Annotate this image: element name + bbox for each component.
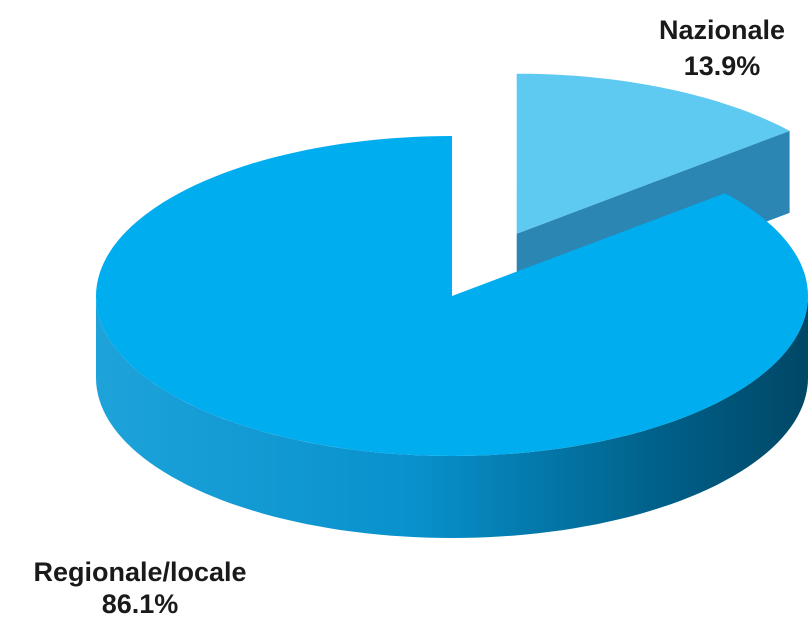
slice-value-label: 13.9% (684, 51, 761, 81)
pie (96, 73, 808, 538)
slice-label: Nazionale (659, 15, 785, 45)
slice (96, 136, 808, 456)
slice-label: Regionale/locale (33, 557, 246, 587)
slice (516, 73, 790, 234)
slice-value-label: 86.1% (102, 589, 179, 619)
slice-wall (96, 296, 808, 538)
